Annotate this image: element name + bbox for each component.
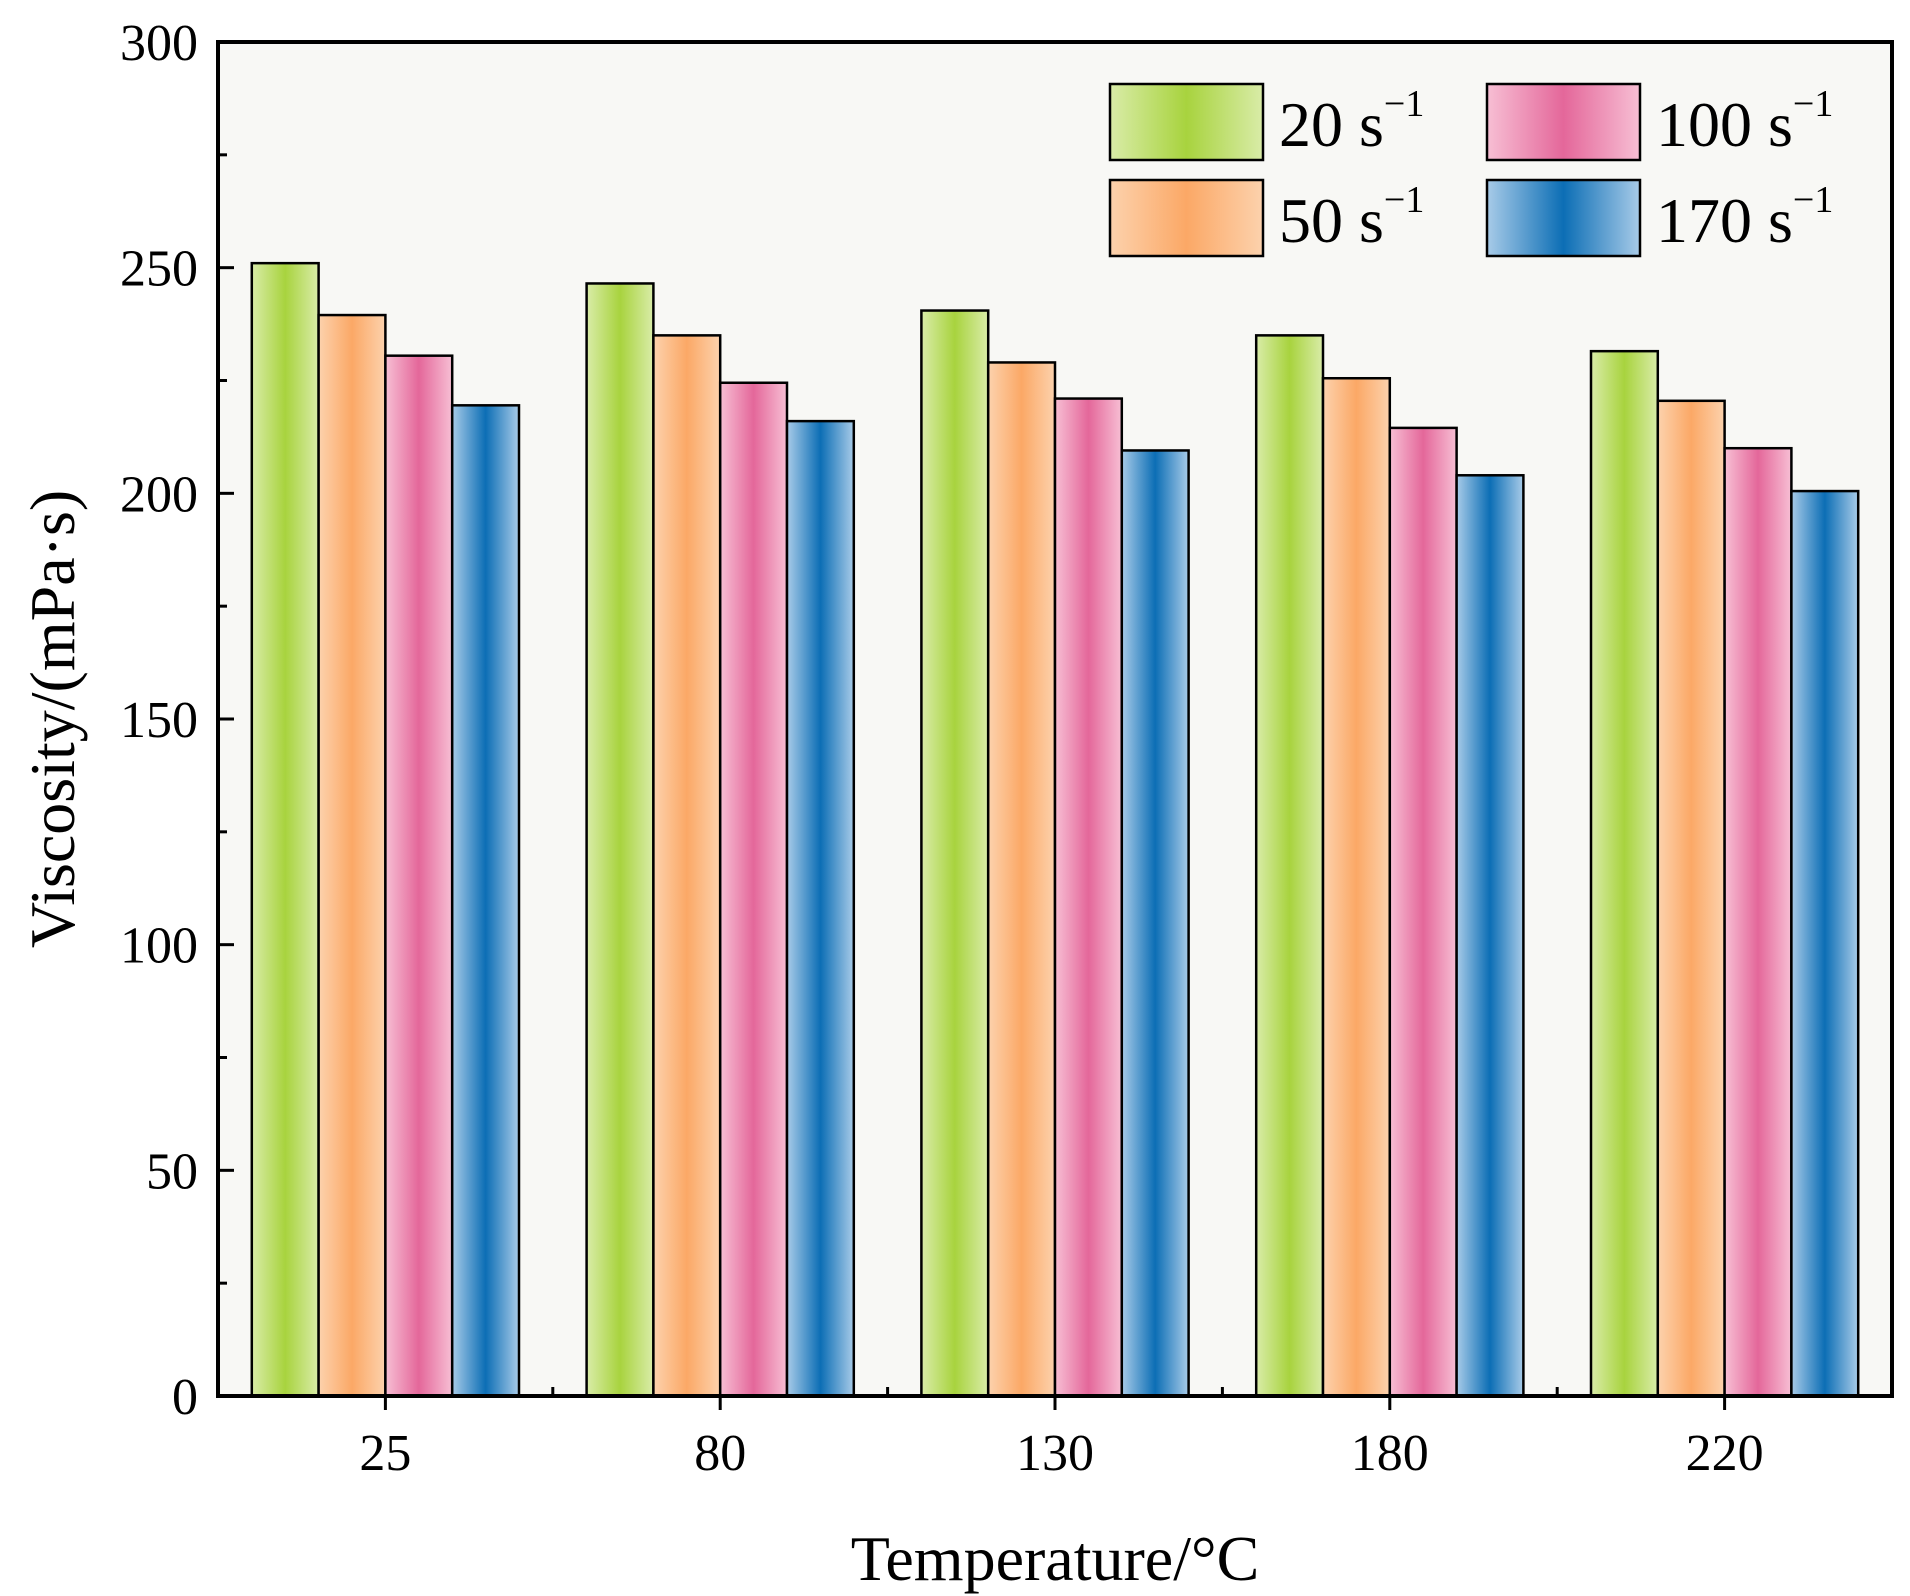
legend: 20 s−1 50 s−1 100 s−1 170 s−1 xyxy=(1108,82,1833,258)
ticks-layer: 0 50 100 150 200 250 300 25 80 130 180 220 xyxy=(120,15,1764,1482)
x-tick-label: 80 xyxy=(694,1425,746,1482)
x-tick-label: 220 xyxy=(1686,1425,1764,1482)
x-tick-label: 25 xyxy=(359,1425,411,1482)
bar-100s-25 xyxy=(384,354,454,1398)
bar-50s-180 xyxy=(1321,376,1392,1398)
y-tick-label: 50 xyxy=(146,1143,198,1200)
bar-100s-220 xyxy=(1723,446,1793,1398)
x-tick-label: 130 xyxy=(1016,1425,1094,1482)
x-tick-label: 180 xyxy=(1351,1425,1429,1482)
y-tick-label: 0 xyxy=(172,1369,198,1426)
y-tick-label: 250 xyxy=(120,241,198,298)
bar-20s-180 xyxy=(1254,334,1325,1398)
y-tick-label: 200 xyxy=(120,466,198,523)
bar-170s-180 xyxy=(1455,474,1525,1398)
bar-170s-80 xyxy=(785,419,856,1398)
y-tick-label: 150 xyxy=(120,692,198,749)
bar-20s-130 xyxy=(920,309,990,1398)
legend-label: 100 s−1 xyxy=(1656,83,1833,160)
legend-label: 20 s−1 xyxy=(1279,83,1424,160)
bar-50s-220 xyxy=(1656,399,1726,1398)
bar-20s-25 xyxy=(250,261,320,1398)
bar-100s-80 xyxy=(718,381,789,1398)
bar-50s-130 xyxy=(986,361,1057,1398)
legend-label: 50 s−1 xyxy=(1279,179,1424,256)
legend-label: 170 s−1 xyxy=(1656,179,1833,256)
bar-20s-220 xyxy=(1589,349,1660,1398)
bar-170s-130 xyxy=(1120,449,1190,1398)
bar-50s-25 xyxy=(317,313,387,1398)
bar-170s-25 xyxy=(450,404,521,1398)
bar-100s-180 xyxy=(1388,426,1458,1398)
y-tick-label: 100 xyxy=(120,918,198,975)
bar-50s-80 xyxy=(652,334,722,1398)
legend-swatch xyxy=(1108,178,1265,258)
legend-swatch xyxy=(1485,178,1642,258)
bar-100s-130 xyxy=(1053,397,1124,1398)
bar-170s-220 xyxy=(1790,489,1860,1398)
legend-swatch xyxy=(1108,82,1265,162)
bars-layer xyxy=(250,261,1860,1398)
legend-swatch xyxy=(1485,82,1642,162)
y-tick-label: 300 xyxy=(120,15,198,72)
x-axis-title: Temperature/°C xyxy=(851,1523,1260,1594)
bar-20s-80 xyxy=(585,282,655,1398)
y-axis-title: Viscosity/(mPa·s) xyxy=(17,490,88,948)
